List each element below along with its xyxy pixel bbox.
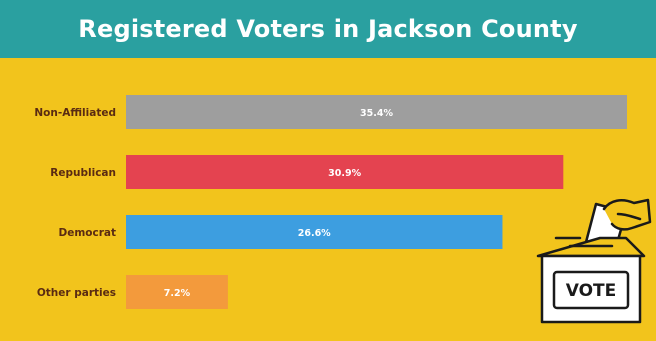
- category-label: Other parties: [37, 287, 116, 299]
- value-label: 30.9%: [328, 168, 361, 179]
- value-label: 7.2%: [164, 288, 191, 299]
- bar: [126, 95, 627, 129]
- value-label: 26.6%: [298, 228, 331, 239]
- bar: [126, 275, 228, 309]
- value-label: 35.4%: [360, 108, 393, 119]
- category-label: Non-Affiliated: [34, 107, 116, 119]
- chart-title: Registered Voters in Jackson County: [78, 15, 578, 43]
- vote-label: VOTE: [566, 281, 617, 301]
- bar: [126, 155, 564, 189]
- title-banner: Registered Voters in Jackson County: [0, 0, 656, 58]
- bar: [126, 215, 503, 249]
- ballot-box-icon: [536, 198, 652, 324]
- category-label: Republican: [50, 167, 116, 179]
- category-label: Democrat: [59, 227, 117, 239]
